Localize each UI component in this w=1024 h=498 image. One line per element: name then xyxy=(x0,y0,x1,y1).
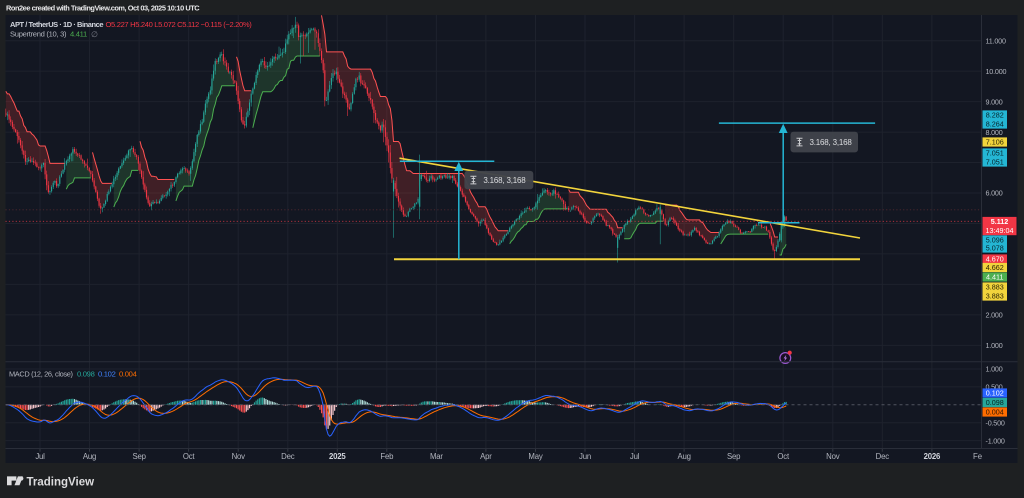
svg-text:O5.227 H5.240 L5.072 C5.112: O5.227 H5.240 L5.072 C5.112 −0.115 (−2.2… xyxy=(106,20,253,29)
svg-text:7.051: 7.051 xyxy=(986,149,1004,158)
svg-text:Dec: Dec xyxy=(281,452,295,461)
svg-text:8.000: 8.000 xyxy=(986,128,1003,137)
svg-text:1.000: 1.000 xyxy=(986,365,1003,374)
svg-text:10.000: 10.000 xyxy=(986,67,1007,76)
svg-text:7.106: 7.106 xyxy=(986,138,1004,147)
svg-text:8.282: 8.282 xyxy=(986,111,1004,120)
svg-text:5.096: 5.096 xyxy=(986,236,1004,245)
svg-text:3.883: 3.883 xyxy=(986,292,1004,301)
svg-text:Apr: Apr xyxy=(480,452,492,461)
svg-text:3.168, 3,168: 3.168, 3,168 xyxy=(483,176,526,185)
svg-text:1.000: 1.000 xyxy=(986,341,1003,350)
svg-text:MACD (12, 26, close): MACD (12, 26, close) xyxy=(9,370,73,379)
svg-text:Nov: Nov xyxy=(232,452,246,461)
svg-text:8.264: 8.264 xyxy=(986,120,1004,129)
svg-text:Sep: Sep xyxy=(727,452,741,461)
svg-text:-0.500: -0.500 xyxy=(986,418,1005,427)
svg-text:9.000: 9.000 xyxy=(986,97,1003,106)
svg-text:Jun: Jun xyxy=(579,452,591,461)
svg-text:2.000: 2.000 xyxy=(986,311,1003,320)
svg-text:Oct: Oct xyxy=(183,452,196,461)
svg-text:11.000: 11.000 xyxy=(986,36,1006,45)
svg-text:May: May xyxy=(528,452,542,461)
svg-text:Aug: Aug xyxy=(677,452,690,461)
svg-text:Aug: Aug xyxy=(83,452,96,461)
svg-text:0.500: 0.500 xyxy=(986,383,1003,392)
svg-text:7.051: 7.051 xyxy=(986,158,1004,167)
svg-text:0.102: 0.102 xyxy=(98,370,116,379)
svg-text:3.168, 3,168: 3.168, 3,168 xyxy=(810,138,853,147)
svg-text:Mar: Mar xyxy=(430,452,443,461)
svg-text:0.004: 0.004 xyxy=(119,370,137,379)
svg-text:3.883: 3.883 xyxy=(986,283,1004,292)
svg-text:0.102: 0.102 xyxy=(986,389,1004,398)
svg-text:Jul: Jul xyxy=(630,452,640,461)
svg-text:Jul: Jul xyxy=(35,452,45,461)
svg-text:TradingView: TradingView xyxy=(27,477,95,489)
svg-text:2026: 2026 xyxy=(924,452,941,461)
svg-text:Ron2ee created with TradingVie: Ron2ee created with TradingView.com, Oct… xyxy=(6,4,200,13)
svg-text:0.098: 0.098 xyxy=(77,370,95,379)
svg-text:13:49:04: 13:49:04 xyxy=(986,226,1014,235)
svg-text:0.004: 0.004 xyxy=(986,408,1004,417)
svg-text:Fe: Fe xyxy=(973,452,982,461)
svg-text:Oct: Oct xyxy=(777,452,790,461)
svg-text:Dec: Dec xyxy=(876,452,890,461)
svg-text:Supertrend (10, 3): Supertrend (10, 3) xyxy=(10,30,67,39)
svg-text:-1.000: -1.000 xyxy=(986,436,1005,445)
svg-text:2025: 2025 xyxy=(329,452,346,461)
svg-text:5.078: 5.078 xyxy=(986,244,1004,253)
svg-text:6.000: 6.000 xyxy=(986,189,1003,198)
svg-text:Nov: Nov xyxy=(826,452,840,461)
svg-text:4.411: 4.411 xyxy=(986,273,1003,282)
svg-text:4.662: 4.662 xyxy=(986,263,1004,272)
svg-text:∅: ∅ xyxy=(91,30,98,39)
svg-text:4.670: 4.670 xyxy=(986,255,1004,264)
svg-text:Feb: Feb xyxy=(380,452,394,461)
svg-text:0.098: 0.098 xyxy=(986,398,1004,407)
svg-text:APT / TetherUS · 1D · Binance: APT / TetherUS · 1D · Binance xyxy=(10,20,103,29)
svg-text:Sep: Sep xyxy=(132,452,146,461)
svg-text:4.411: 4.411 xyxy=(70,30,87,39)
svg-text:5.112: 5.112 xyxy=(991,217,1009,226)
